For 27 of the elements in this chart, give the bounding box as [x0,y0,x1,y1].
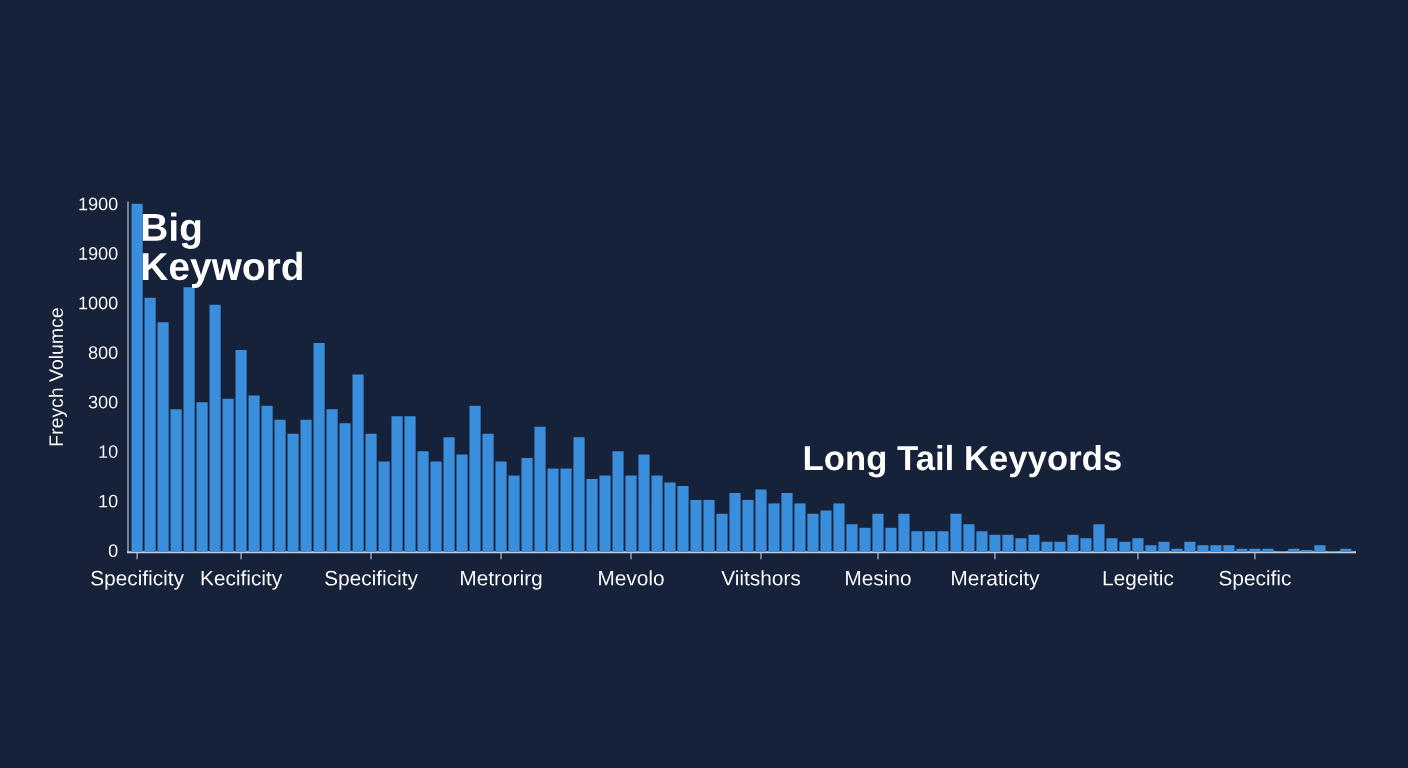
y-axis-title: Freych Volumce [48,308,67,446]
text: 300 [88,395,118,409]
x-tick-label: Meraticity [952,570,1040,590]
bar [144,297,156,553]
x-tick-label: Metrorirg [461,570,542,590]
x-tick-label: Kecificity [201,570,283,590]
text: 800 [88,346,118,359]
x-tick-label: Viitshors [721,570,801,586]
bar [131,203,143,553]
x-tick-label: Specificity [325,570,418,590]
bar [157,322,169,553]
x-tick-label: Specific [1219,570,1291,590]
x-tick-label: Legeitic [1103,570,1174,590]
bar [170,409,182,553]
annotation: Long Tail Keyyords [804,444,1121,478]
x-tick-label: Specificity [91,570,184,590]
text: 1900 [79,197,118,211]
annotation: Big Keyword [142,212,302,288]
text: 10 [99,445,118,458]
bar [1314,545,1326,553]
text: 1000 [79,296,118,310]
text: 10 [99,494,118,508]
text: 0 [108,544,118,558]
x-tick-label: Mesino [846,570,911,586]
text: 1900 [79,247,118,260]
bar [1301,550,1313,553]
x-tick-label: Mevolo [599,570,664,586]
